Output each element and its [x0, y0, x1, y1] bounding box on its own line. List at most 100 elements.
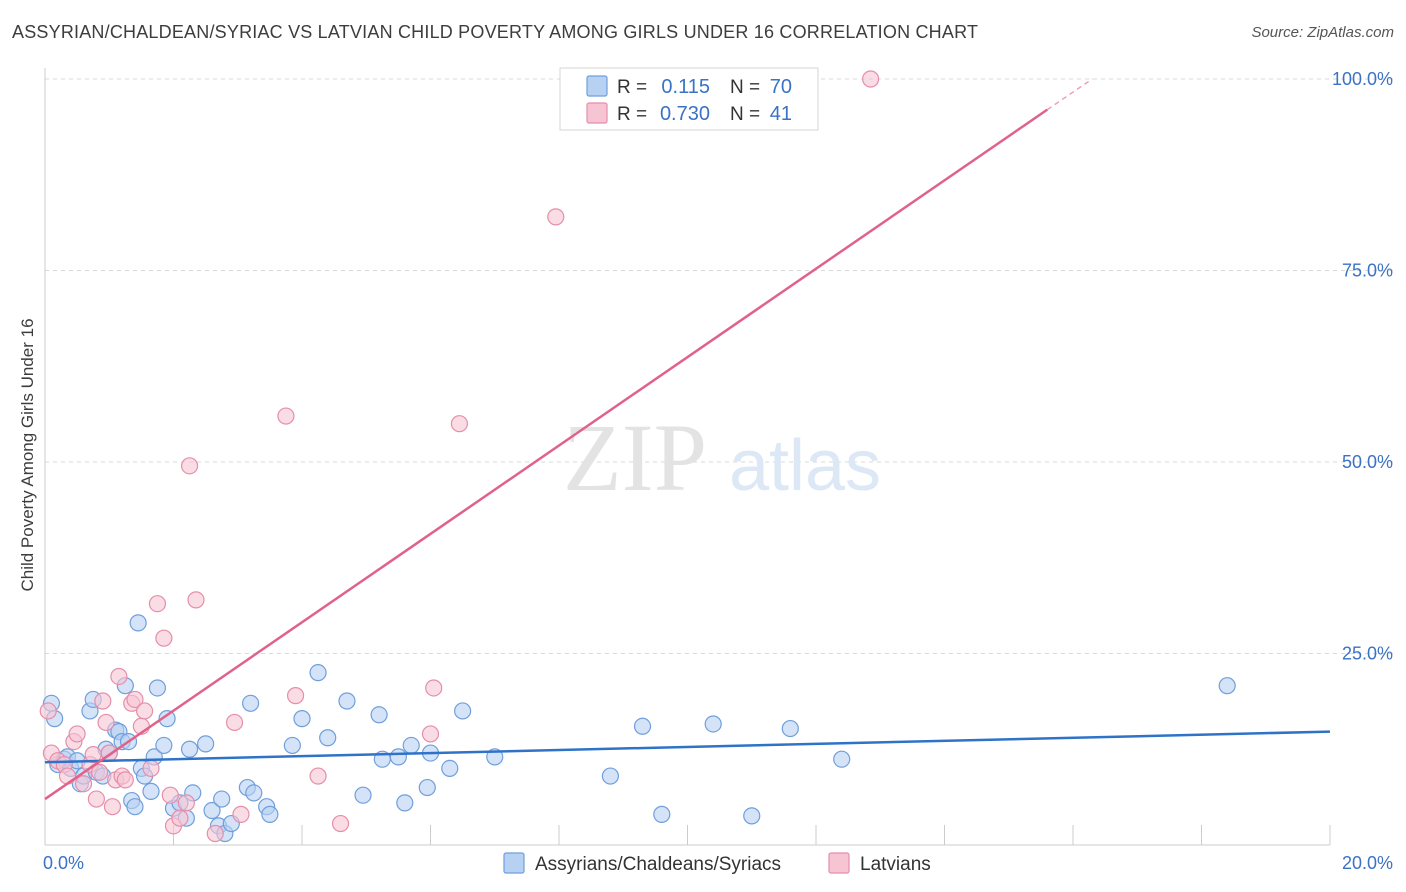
point-assyrians [1218, 677, 1236, 695]
point-assyrians [309, 664, 327, 682]
point-latvians [97, 713, 115, 732]
y-tick-label: 25.0% [1342, 644, 1393, 664]
point-assyrians [197, 735, 215, 753]
point-latvians [155, 629, 173, 647]
point-assyrians [486, 748, 504, 766]
point-latvians [68, 725, 86, 743]
point-assyrians [653, 805, 671, 823]
point-latvians [142, 759, 160, 778]
point-latvians [161, 786, 179, 804]
point-assyrians [283, 736, 301, 755]
point-assyrians [454, 702, 472, 720]
point-assyrians [781, 719, 799, 738]
stats-legend: R = 0.115 N = 70 R = 0.730 N = 41 [559, 67, 819, 131]
bottom-legend-swatch-assyrians [503, 852, 525, 874]
legend-n-label: N = [730, 104, 760, 125]
point-assyrians [293, 710, 311, 728]
point-latvians [103, 798, 122, 816]
point-latvians [547, 208, 565, 226]
watermark-zip: ZIP [563, 404, 707, 511]
point-latvians [180, 457, 199, 475]
point-latvians [187, 591, 205, 609]
point-latvians [58, 767, 77, 785]
point-assyrians [396, 794, 414, 812]
legend-r-value: 0.730 [660, 103, 710, 125]
point-latvians [421, 725, 440, 743]
point-assyrians [180, 740, 199, 758]
point-assyrians [148, 679, 167, 697]
point-assyrians [354, 786, 372, 804]
point-latvians [450, 415, 469, 433]
point-latvians [309, 767, 327, 785]
point-assyrians [441, 759, 459, 778]
point-assyrians [126, 798, 144, 816]
trendline-latvians-extension [1046, 78, 1093, 111]
point-assyrians [242, 694, 260, 712]
y-tick-label: 75.0% [1342, 261, 1393, 281]
y-tick-label: 50.0% [1342, 452, 1393, 472]
legend-n-value: 70 [770, 76, 792, 98]
point-latvians [87, 790, 106, 808]
points-layer [39, 70, 1236, 843]
point-latvians [148, 595, 167, 613]
x-tick-label: 20.0% [1342, 853, 1393, 873]
point-assyrians [704, 715, 722, 733]
legend-r-label: R = [617, 77, 647, 98]
point-latvians [110, 667, 128, 686]
point-latvians [116, 771, 134, 789]
point-assyrians [203, 801, 221, 820]
point-latvians [135, 702, 154, 720]
point-latvians [225, 713, 244, 732]
point-assyrians [389, 748, 407, 766]
point-latvians [425, 679, 443, 697]
y-axis-label: Child Poverty Among Girls Under 16 [18, 318, 37, 591]
point-latvians [126, 690, 144, 709]
legend-r-value: 0.115 [661, 76, 710, 98]
grid-layer [45, 78, 1395, 654]
bottom-legend-label: Latvians [860, 854, 931, 875]
point-assyrians [633, 717, 652, 735]
point-latvians [206, 824, 224, 843]
point-latvians [74, 775, 93, 793]
bottom-legend-label: Assyrians/Chaldeans/Syriacs [535, 854, 781, 875]
legend-r-label: R = [617, 104, 647, 125]
bottom-legend-swatch-latvians [828, 852, 850, 874]
point-assyrians [370, 706, 388, 724]
trend-layer [44, 78, 1331, 801]
trendline-latvians [44, 108, 1049, 801]
point-assyrians [261, 805, 279, 823]
point-assyrians [402, 736, 420, 755]
point-assyrians [158, 710, 176, 728]
series-legend: Assyrians/Chaldeans/Syriacs Latvians [503, 852, 931, 875]
point-assyrians [338, 692, 356, 710]
point-assyrians [142, 782, 160, 800]
point-latvians [286, 687, 305, 705]
legend-n-label: N = [730, 77, 760, 98]
point-assyrians [155, 736, 173, 755]
point-latvians [171, 809, 189, 827]
chart-title: ASSYRIAN/CHALDEAN/SYRIAC VS LATVIAN CHIL… [12, 22, 979, 42]
point-assyrians [319, 729, 337, 747]
watermark: ZIP atlas [563, 404, 881, 511]
point-latvians [277, 407, 295, 425]
point-latvians [39, 702, 57, 720]
y-tick-label: 100.0% [1332, 69, 1393, 89]
tick-labels: 25.0% 50.0% 75.0% 100.0% 0.0% 20.0% [43, 69, 1393, 873]
x-tick-label: 0.0% [43, 853, 84, 873]
point-latvians [94, 692, 112, 710]
point-assyrians [743, 807, 761, 825]
point-assyrians [601, 767, 620, 785]
point-latvians [862, 70, 880, 88]
point-latvians [177, 794, 195, 812]
point-latvians [232, 805, 250, 823]
point-assyrians [245, 784, 263, 802]
point-assyrians [833, 750, 851, 768]
legend-swatch-assyrians [586, 75, 608, 97]
trendline-assyrians [44, 730, 1331, 764]
source-credit: Source: ZipAtlas.com [1251, 24, 1394, 41]
legend-n-value: 41 [770, 103, 792, 125]
point-assyrians [129, 614, 147, 632]
point-latvians [331, 814, 350, 833]
point-assyrians [213, 790, 231, 808]
